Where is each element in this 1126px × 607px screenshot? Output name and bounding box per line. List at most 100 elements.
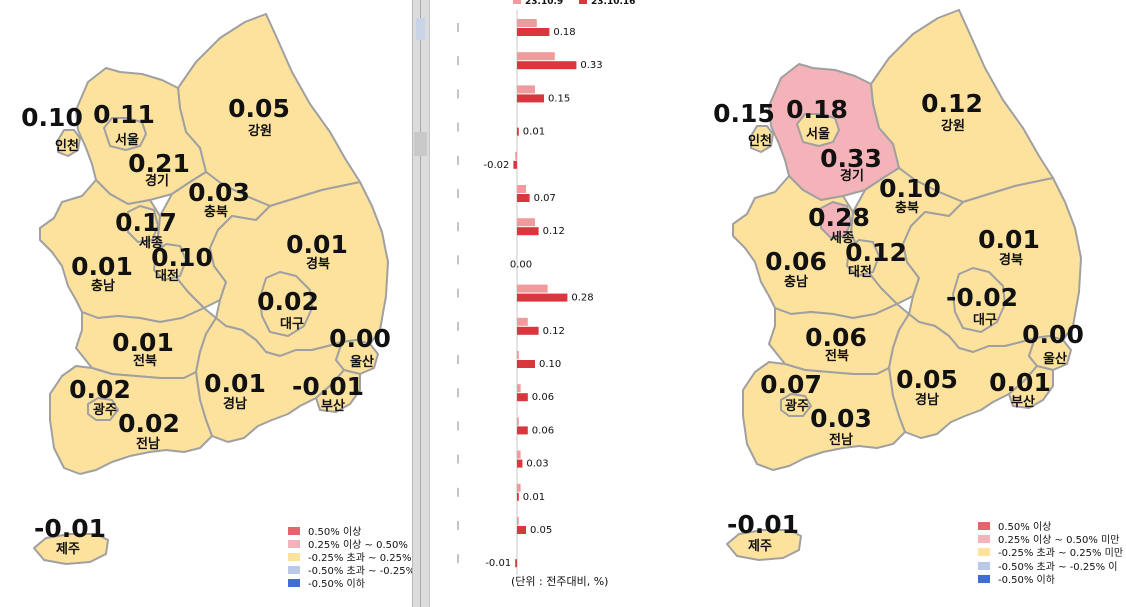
value-label-chungbuk: 0.03 <box>188 178 250 207</box>
region-name-jeju: 제주 <box>56 542 80 557</box>
right-region-map: 0.15 인천 0.18 서울 0.33 경기 0.12 강원 0.10 충북 0.28 세종 0.12… <box>700 0 1126 607</box>
region-name-gangwon: 강원 <box>248 123 272 139</box>
value-label-gyeonggi: 0.33 <box>820 144 882 173</box>
region-name-seoul: 서울 <box>806 126 830 142</box>
category-tick <box>457 388 459 398</box>
region-seoul <box>796 113 840 147</box>
bar-data-label: 0.01 <box>523 492 545 503</box>
bar-data-label: -0.01 <box>485 558 511 569</box>
bar-23-10-9 <box>517 384 521 393</box>
region-name-gyeongbuk: 경북 <box>306 256 330 272</box>
region-name-chungnam: 충남 <box>91 278 115 294</box>
category-tick <box>457 122 459 132</box>
region-ulsan <box>1028 335 1072 371</box>
splitter-thumb[interactable] <box>414 132 427 156</box>
region-name-busan: 부산 <box>321 398 345 414</box>
region-busan <box>1008 365 1054 409</box>
region-name-incheon: 인천 <box>55 138 79 154</box>
category-tick <box>457 355 459 364</box>
region-name-daejeon: 대전 <box>155 268 179 284</box>
legend-label: -0.25% 초과 ~ 0.25% <box>308 552 411 564</box>
bar-data-label: -0.02 <box>484 160 510 171</box>
region-name-gangwon: 강원 <box>941 118 965 134</box>
value-label-busan: -0.01 <box>292 372 364 401</box>
region-chungnam <box>732 175 898 319</box>
value-label-seoul: 0.18 <box>786 95 848 124</box>
region-sejong <box>127 205 159 243</box>
bar-23-10-16 <box>513 160 517 169</box>
value-label-jeju: -0.01 <box>727 510 799 539</box>
bar-data-label: 0.10 <box>539 359 561 370</box>
value-label-jeonbuk: 0.01 <box>112 328 174 357</box>
legend-label: 0.50% 이상 <box>998 521 1051 533</box>
bar-data-label: 0.06 <box>532 392 554 403</box>
legend-label-series-0: 23.10.9 <box>525 0 563 7</box>
bar-data-label: 0.15 <box>548 93 570 104</box>
bar-23-10-16 <box>517 28 550 36</box>
region-ulsan <box>335 339 379 375</box>
value-label-incheon: 0.10 <box>21 103 83 132</box>
value-label-jeonnam: 0.02 <box>118 409 180 438</box>
bar-23-10-9 <box>515 151 517 160</box>
value-label-ulsan: 0.00 <box>329 324 391 353</box>
bar-data-label: 0.33 <box>580 60 602 71</box>
bar-23-10-9 <box>517 483 521 492</box>
value-label-chungbuk: 0.10 <box>879 174 941 203</box>
category-tick <box>457 255 459 265</box>
category-tick <box>457 421 459 431</box>
value-label-gwangju: 0.02 <box>69 375 131 404</box>
bar-23-10-16 <box>517 293 568 302</box>
value-label-gyeongnam: 0.01 <box>204 369 266 398</box>
window-splitter[interactable] <box>412 0 430 607</box>
category-tick <box>457 288 459 298</box>
legend-swatch-between_025_050 <box>978 535 990 543</box>
region-name-gyeonggi: 경기 <box>145 173 169 189</box>
bar-23-10-9 <box>517 517 519 525</box>
value-label-incheon: 0.15 <box>713 99 775 128</box>
category-tick <box>457 189 459 198</box>
legend-label: 0.25% 이상 ~ 0.50% <box>308 539 408 551</box>
region-name-ulsan: 울산 <box>1043 351 1067 367</box>
splitter-marker <box>416 18 425 40</box>
bar-data-label: 0.06 <box>532 425 554 436</box>
legend-swatch-above_050 <box>288 527 300 535</box>
region-name-gyeongnam: 경남 <box>223 396 247 412</box>
region-gwangju <box>87 397 119 421</box>
region-name-daegu: 대구 <box>973 313 997 328</box>
category-tick <box>457 321 459 331</box>
region-name-jeonnam: 전남 <box>829 432 853 448</box>
legend-label: -0.50% 초과 ~ -0.25% <box>308 565 412 577</box>
bar-23-10-16 <box>517 459 523 468</box>
left-region-map: 0.10 인천 0.11 서울 0.21 경기 0.05 강원 0.03 충북 0.17 세종 0.10… <box>0 0 412 607</box>
bar-data-label: 0.01 <box>523 127 545 138</box>
value-label-gyeonggi: 0.21 <box>128 149 190 178</box>
legend-swatch-above_050 <box>978 522 990 530</box>
legend-swatch-below_m050 <box>978 575 990 583</box>
bar-data-label: 0.03 <box>526 459 548 470</box>
category-tick <box>457 155 459 165</box>
legend-label: -0.50% 이하 <box>308 577 365 590</box>
region-name-sejong: 세종 <box>830 231 854 246</box>
region-daejeon <box>153 243 187 281</box>
value-label-seoul: 0.11 <box>93 100 155 129</box>
region-jeju <box>33 533 109 565</box>
legend-label: 0.50% 이상 <box>308 526 361 538</box>
bar-23-10-16 <box>517 492 519 501</box>
bar-23-10-9 <box>517 185 526 193</box>
region-name-gwangju: 광주 <box>785 399 809 414</box>
bar-23-10-16 <box>517 426 528 435</box>
legend-label: -0.50% 초과 ~ -0.25% 이 <box>998 561 1117 573</box>
region-name-chungbuk: 충북 <box>895 200 919 216</box>
weekly-change-bar-chart: 23.10.9 23.10.16 0.18 0.33 0.15 0.01 -0.02 0.0… <box>429 0 639 607</box>
category-tick <box>457 23 459 32</box>
bar-23-10-9 <box>517 317 528 326</box>
legend-label: -0.50% 이하 <box>998 573 1055 586</box>
category-tick <box>457 521 459 530</box>
splitter-line <box>420 0 421 607</box>
bar-chart-svg: 23.10.9 23.10.16 0.18 0.33 0.15 0.01 -0.02 0.0… <box>457 0 635 588</box>
value-label-jeju: -0.01 <box>34 514 106 543</box>
region-name-daejeon: 대전 <box>848 264 872 280</box>
value-label-busan: 0.01 <box>989 368 1051 397</box>
region-incheon <box>750 125 774 153</box>
region-name-jeju: 제주 <box>748 539 772 554</box>
